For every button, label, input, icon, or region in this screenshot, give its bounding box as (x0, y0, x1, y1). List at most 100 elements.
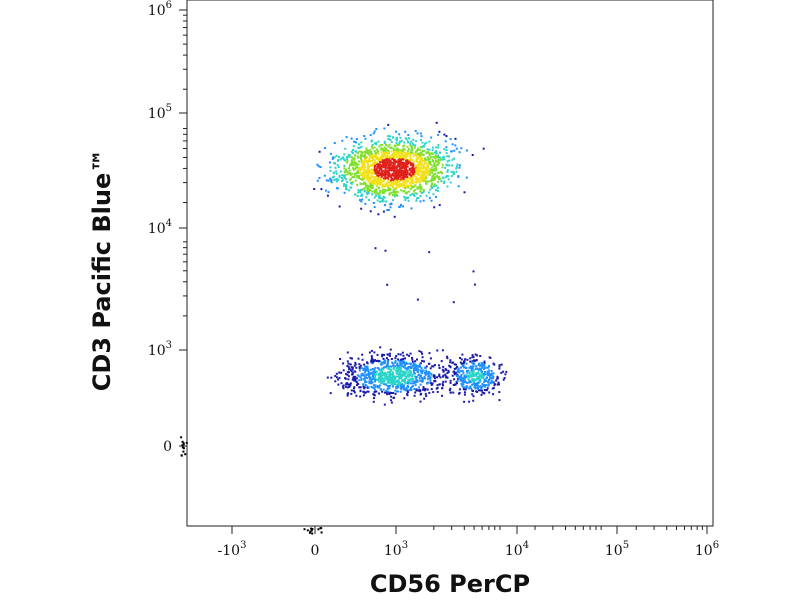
event-dot (488, 365, 490, 367)
event-dot (359, 169, 362, 172)
event-dot (336, 177, 339, 180)
event-dot (376, 166, 379, 169)
event-dot (373, 384, 375, 387)
event-dot (381, 185, 384, 188)
event-dot (408, 366, 411, 369)
event-dot (398, 383, 401, 386)
event-dot (407, 371, 410, 374)
event-dot (403, 163, 406, 166)
event-dot (384, 162, 387, 165)
event-dot (400, 203, 402, 206)
event-dot (475, 390, 478, 393)
event-dot (309, 531, 311, 534)
event-dot (438, 373, 441, 376)
x-axis-title: CD56 PerCP (370, 570, 530, 598)
event-dot (413, 364, 416, 367)
event-dot (373, 391, 376, 393)
event-dot (381, 153, 384, 156)
event-dot (376, 152, 378, 155)
event-dot (354, 375, 357, 378)
event-dot (334, 380, 337, 383)
event-dot (420, 135, 423, 138)
event-dot (428, 352, 431, 355)
event-dot (366, 187, 369, 189)
event-dot (346, 382, 349, 385)
event-dot (366, 193, 369, 196)
event-dot (416, 132, 419, 135)
event-dot (414, 181, 417, 184)
event-dot (463, 381, 466, 384)
event-dot (333, 156, 336, 159)
event-dot (428, 196, 431, 199)
event-dot (460, 358, 463, 361)
event-dot (325, 189, 328, 192)
event-dot (482, 363, 485, 366)
event-dot (474, 368, 477, 371)
event-dot (458, 392, 460, 395)
event-dot (400, 139, 403, 142)
event-dot (471, 383, 474, 386)
event-dot (418, 365, 421, 367)
event-dot (405, 184, 408, 187)
event-dot (423, 145, 426, 148)
event-dot (422, 164, 425, 167)
event-dot (397, 163, 400, 166)
event-dot (477, 389, 480, 392)
event-dot (425, 171, 428, 174)
event-dot (380, 155, 383, 158)
event-dot (411, 168, 414, 171)
event-dot (425, 168, 428, 171)
event-dot (425, 372, 428, 375)
event-dot (399, 353, 402, 356)
event-dot (488, 377, 491, 380)
event-dot (384, 200, 387, 203)
event-dot (343, 191, 346, 194)
event-dot (393, 162, 396, 165)
event-dot (378, 384, 381, 387)
event-dot (362, 369, 365, 371)
event-dot (387, 209, 390, 211)
event-dot (434, 176, 436, 179)
event-dot (368, 181, 371, 184)
event-dot (397, 170, 400, 173)
event-dot (345, 184, 348, 187)
event-dot (357, 152, 359, 155)
event-dot (410, 175, 413, 178)
event-dot (413, 394, 416, 397)
event-dot (392, 148, 395, 150)
event-dot (427, 165, 430, 168)
event-dot (403, 158, 406, 161)
event-dot (417, 197, 420, 199)
event-dot (370, 151, 373, 153)
event-dot (370, 357, 373, 360)
event-dot (417, 166, 420, 169)
event-dot (425, 176, 427, 178)
event-dot (384, 359, 386, 362)
event-dot (400, 189, 403, 192)
event-dot (376, 150, 379, 153)
event-dot (385, 378, 388, 381)
event-dot (419, 190, 422, 193)
event-dot (489, 373, 492, 376)
event-dot (476, 373, 479, 376)
event-dot (362, 390, 365, 393)
event-dot (393, 396, 396, 399)
event-dot (365, 172, 368, 175)
event-dot (402, 152, 405, 155)
event-dot (384, 152, 387, 154)
event-dot (420, 170, 423, 173)
event-dot (356, 195, 359, 197)
event-dot (419, 362, 422, 365)
event-dot (419, 149, 422, 152)
event-dot (358, 150, 361, 153)
event-dot (375, 128, 378, 130)
event-dot (363, 135, 366, 137)
event-dot (475, 383, 477, 385)
event-dot (349, 363, 352, 366)
event-dot (417, 157, 420, 160)
event-dot (364, 391, 367, 394)
event-dot (379, 161, 381, 164)
event-dot (354, 179, 357, 182)
event-dot (392, 385, 394, 388)
event-dot (411, 162, 414, 165)
